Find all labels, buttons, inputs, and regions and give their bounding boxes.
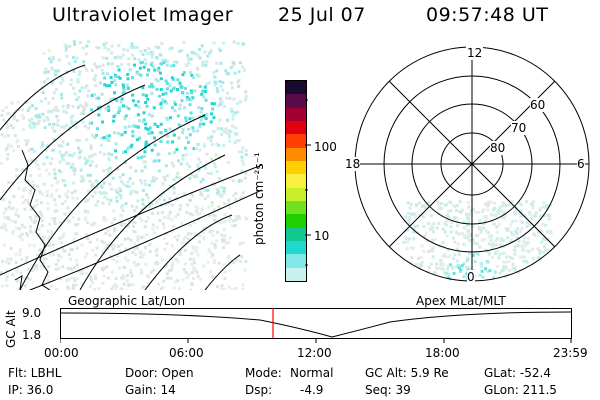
colorbar-unit-label: photon cm⁻²s⁻¹ [252,152,266,245]
dsp-value: -4.9 [300,383,324,397]
timeline-x-tick-2359: 23:59 [553,346,588,360]
instrument-title: Ultraviolet Imager [52,4,234,26]
timeline-x-tick-1200: 12:00 [297,346,332,360]
lat-label-60: 60 [530,98,546,112]
date-label: 25 Jul 07 [278,4,366,26]
coastline [21,149,51,290]
seq-info: Seq: 39 [365,383,411,397]
timeline-x-tick-0600: 06:00 [169,346,204,360]
mlt-label-6: 6 [577,157,585,171]
gc-alt-info: GC Alt: 5.9 Re [365,366,449,380]
color-scale-bar [285,80,307,282]
altitude-timeline [60,308,572,343]
time-label: 09:57:48 UT [426,4,549,26]
geographic-map [0,40,262,290]
glon-info: GLon: 211.5 [484,383,557,397]
polar-plot [354,46,590,282]
mlt-label-0: 0 [467,270,475,284]
colorbar-tick-10: 10 [314,229,330,243]
mode-label: Mode: [245,366,282,380]
ip-info: IP: 36.0 [8,383,54,397]
timeline-x-tick-1800: 18:00 [425,346,460,360]
lat-label-80: 80 [490,141,506,155]
mode-value: Normal [290,366,334,380]
dsp-label: Dsp: [245,383,273,397]
door-info: Door: Open [125,366,194,380]
uv-emission-overlay [0,40,248,290]
lat-label-70: 70 [511,121,527,135]
mlt-label-12: 12 [466,46,484,60]
timeline-y-tick-low: 1.8 [22,328,42,342]
timeline-x-tick-0000: 00:00 [44,346,79,360]
timeline-left-label: Geographic Lat/Lon [68,294,186,308]
map-grid-lines [0,64,262,290]
timeline-y-tick-high: 9.0 [22,306,42,320]
polar-uv-emission [402,200,553,282]
timeline-right-label: Apex MLat/MLT [416,294,506,308]
color-scale-ticks [305,99,311,266]
filter-info: Flt: LBHL [8,366,62,380]
gain-info: Gain: 14 [125,383,176,397]
glat-info: GLat: -52.4 [484,366,551,380]
altitude-curve [60,311,572,338]
timeline-y-axis-label: GC Alt [4,310,18,348]
colorbar-tick-100: 100 [314,140,337,154]
mlt-label-18: 18 [345,157,361,171]
